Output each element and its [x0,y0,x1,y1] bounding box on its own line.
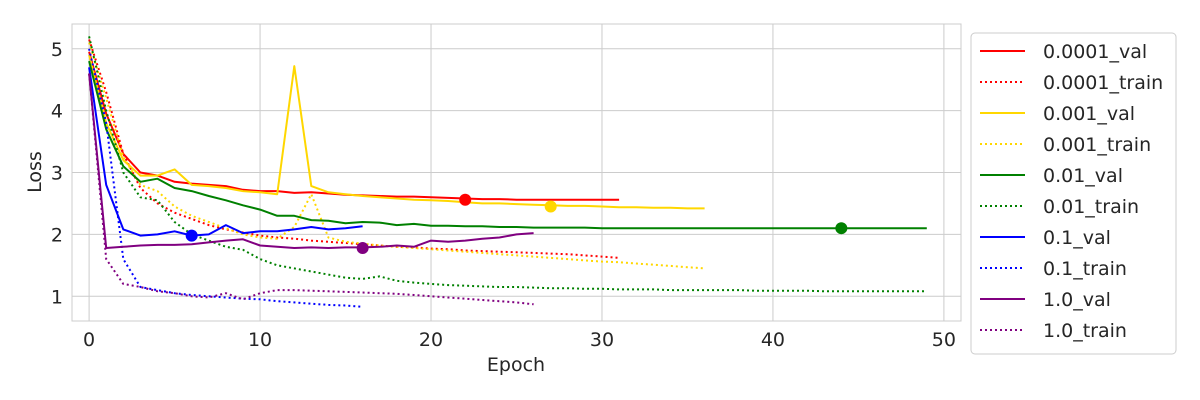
tick-labels: 0 10 20 30 40 50 1 2 3 4 5 [51,39,956,351]
series-line-0-1-train [88,48,363,308]
x-tick-label: 0 [83,329,95,351]
legend-label: 0.0001_val [1043,41,1147,63]
legend-label: 0.1_val [1043,227,1111,249]
x-tick-label: 40 [761,329,785,351]
legend-label: 1.0_train [1043,320,1127,342]
best-point-0-1-val [185,229,198,242]
x-tick-label: 50 [932,329,956,351]
series-line-0-001-val [88,54,705,210]
y-tick-label: 3 [51,163,63,185]
series-line-0-001-train [88,42,705,270]
best-point-0-01-val [835,222,848,235]
series-line-0-01-val [88,60,927,230]
x-axis-title: Epoch [487,354,545,376]
series-line-0-0001-train [88,39,620,259]
x-tick-label: 20 [419,329,443,351]
series-line-0-01-train [88,36,927,293]
legend-label: 1.0_val [1043,289,1111,311]
legend-label: 0.001_train [1043,134,1151,156]
best-point-0-001-val [544,200,557,213]
x-tick-label: 10 [248,329,272,351]
y-axis-title: Loss [24,151,46,193]
legend-label: 0.01_train [1043,196,1139,218]
y-tick-label: 1 [51,286,63,308]
best-point-1-0-val [356,241,369,254]
legend-label: 0.01_val [1043,165,1123,187]
grid-lines [72,24,961,321]
series-lines [88,36,927,308]
best-point-0-0001-val [459,193,472,206]
legend-label: 0.001_val [1043,103,1135,125]
series-line-1-0-val [88,73,534,249]
legend-label: 0.0001_train [1043,72,1163,94]
legend: 0.0001_val 0.0001_train 0.001_val 0.001_tra… [970,32,1177,355]
best-markers [185,193,848,254]
y-tick-label: 5 [51,39,63,61]
y-tick-label: 4 [51,101,63,123]
legend-label: 0.1_train [1043,258,1127,280]
series-line-0-1-val [88,67,363,237]
y-tick-label: 2 [51,224,63,246]
x-tick-label: 30 [590,329,614,351]
